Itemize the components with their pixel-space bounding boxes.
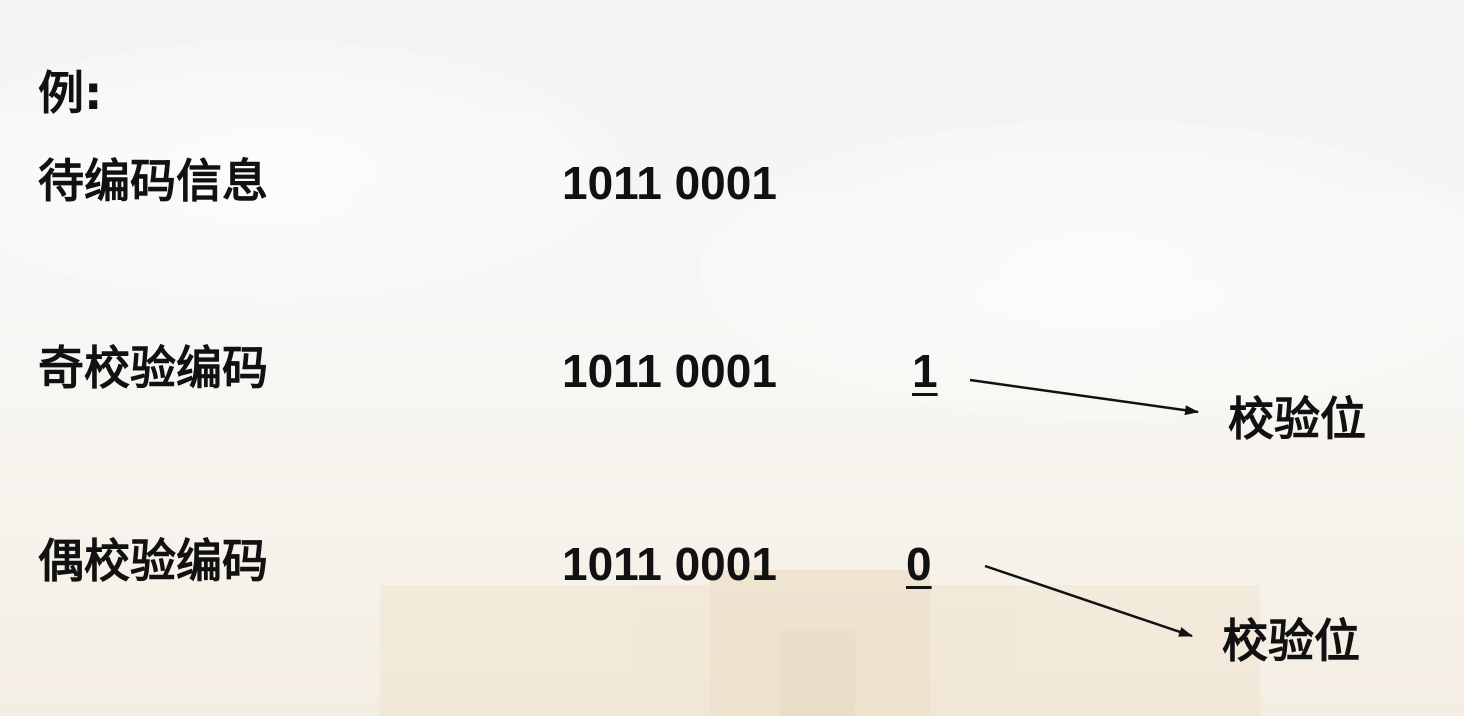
odd-arrow <box>969 378 1199 416</box>
even-parity-bit: 0 <box>906 538 932 590</box>
background-cloud <box>0 40 620 300</box>
odd-parity-label: 奇校验编码 <box>38 341 268 395</box>
message-label: 待编码信息 <box>38 154 268 208</box>
background-cloud <box>700 120 1464 420</box>
even-arrow <box>984 564 1193 638</box>
even-check-bit-annotation: 校验位 <box>1222 614 1360 668</box>
odd-parity-code: 1011 0001 <box>562 345 777 397</box>
odd-check-bit-annotation: 校验位 <box>1228 392 1366 446</box>
background-building <box>380 570 1260 716</box>
example-label: 例: <box>38 66 103 120</box>
even-parity-label: 偶校验编码 <box>38 534 268 588</box>
message-code: 1011 0001 <box>562 157 777 209</box>
odd-parity-bit: 1 <box>912 345 938 397</box>
even-parity-code: 1011 0001 <box>562 538 777 590</box>
background-door <box>780 630 855 716</box>
